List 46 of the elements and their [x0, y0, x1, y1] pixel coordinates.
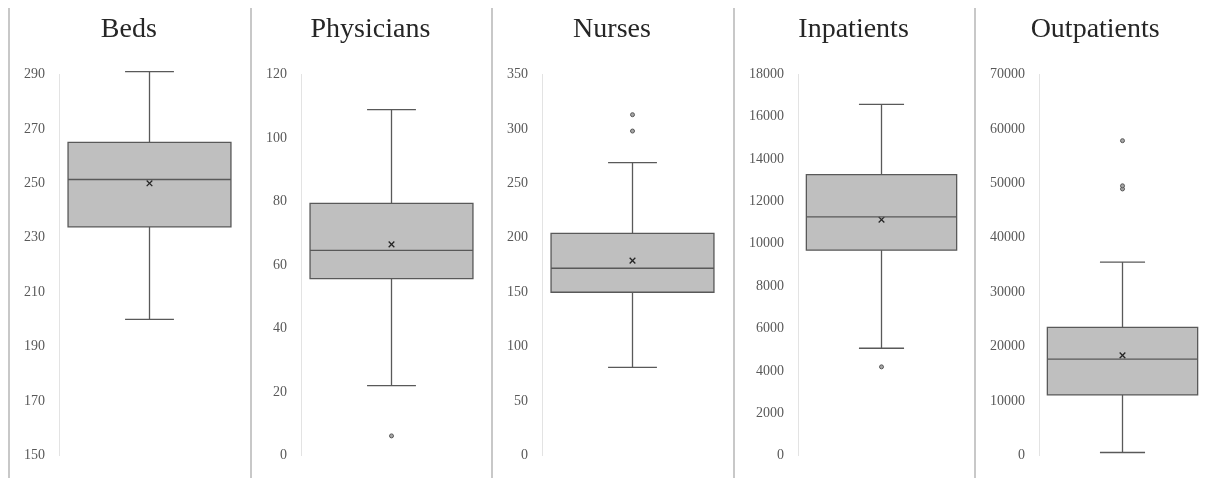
- y-tick-label: 150: [507, 283, 529, 299]
- y-tick-label: 80: [272, 193, 287, 209]
- y-tick-label: 0: [279, 447, 287, 463]
- chart-title: Inpatients: [797, 11, 910, 45]
- y-tick-label: 10000: [748, 235, 784, 251]
- y-tick-label: 10000: [990, 392, 1026, 408]
- y-tick-label: 350: [507, 66, 529, 82]
- y-tick-label: 20000: [990, 338, 1026, 354]
- y-tick-label: 190: [24, 338, 45, 354]
- y-tick-label: 2000: [755, 404, 784, 420]
- y-tick-label: 30000: [990, 283, 1026, 299]
- y-tick-label: 250: [24, 174, 45, 190]
- chart-title: Outpatients: [1029, 11, 1161, 45]
- chart-title: Physicians: [309, 11, 432, 45]
- y-tick-label: 50000: [990, 174, 1026, 190]
- y-tick-label: 200: [507, 229, 529, 245]
- y-tick-label: 270: [24, 120, 45, 136]
- y-tick-label: 16000: [748, 108, 784, 124]
- y-tick-label: 150: [24, 447, 45, 463]
- y-tick-label: 60: [272, 256, 287, 272]
- y-tick-label: 18000: [748, 66, 784, 82]
- chart-title: Nurses: [572, 11, 652, 45]
- y-tick-label: 0: [1018, 447, 1026, 463]
- y-tick-label: 0: [776, 447, 784, 463]
- y-tick-label: 70000: [990, 66, 1026, 82]
- y-tick-label: 120: [265, 66, 287, 82]
- y-tick-label: 40: [272, 320, 287, 336]
- y-tick-label: 100: [265, 129, 287, 145]
- y-tick-label: 14000: [748, 150, 784, 166]
- y-tick-label: 50: [514, 392, 529, 408]
- y-tick-label: 170: [24, 392, 45, 408]
- y-tick-label: 230: [24, 229, 45, 245]
- y-tick-label: 210: [24, 283, 45, 299]
- y-tick-label: 60000: [990, 120, 1026, 136]
- y-tick-label: 6000: [755, 320, 784, 336]
- y-tick-label: 0: [521, 447, 529, 463]
- y-tick-label: 20: [272, 383, 287, 399]
- y-tick-label: 300: [507, 120, 529, 136]
- y-tick-label: 290: [24, 66, 45, 82]
- y-tick-label: 8000: [755, 277, 784, 293]
- y-tick-label: 4000: [755, 362, 784, 378]
- y-tick-label: 40000: [990, 229, 1026, 245]
- y-tick-label: 12000: [748, 193, 784, 209]
- y-tick-label: 100: [507, 338, 529, 354]
- chart-title: Beds: [99, 11, 158, 45]
- y-tick-label: 250: [507, 174, 529, 190]
